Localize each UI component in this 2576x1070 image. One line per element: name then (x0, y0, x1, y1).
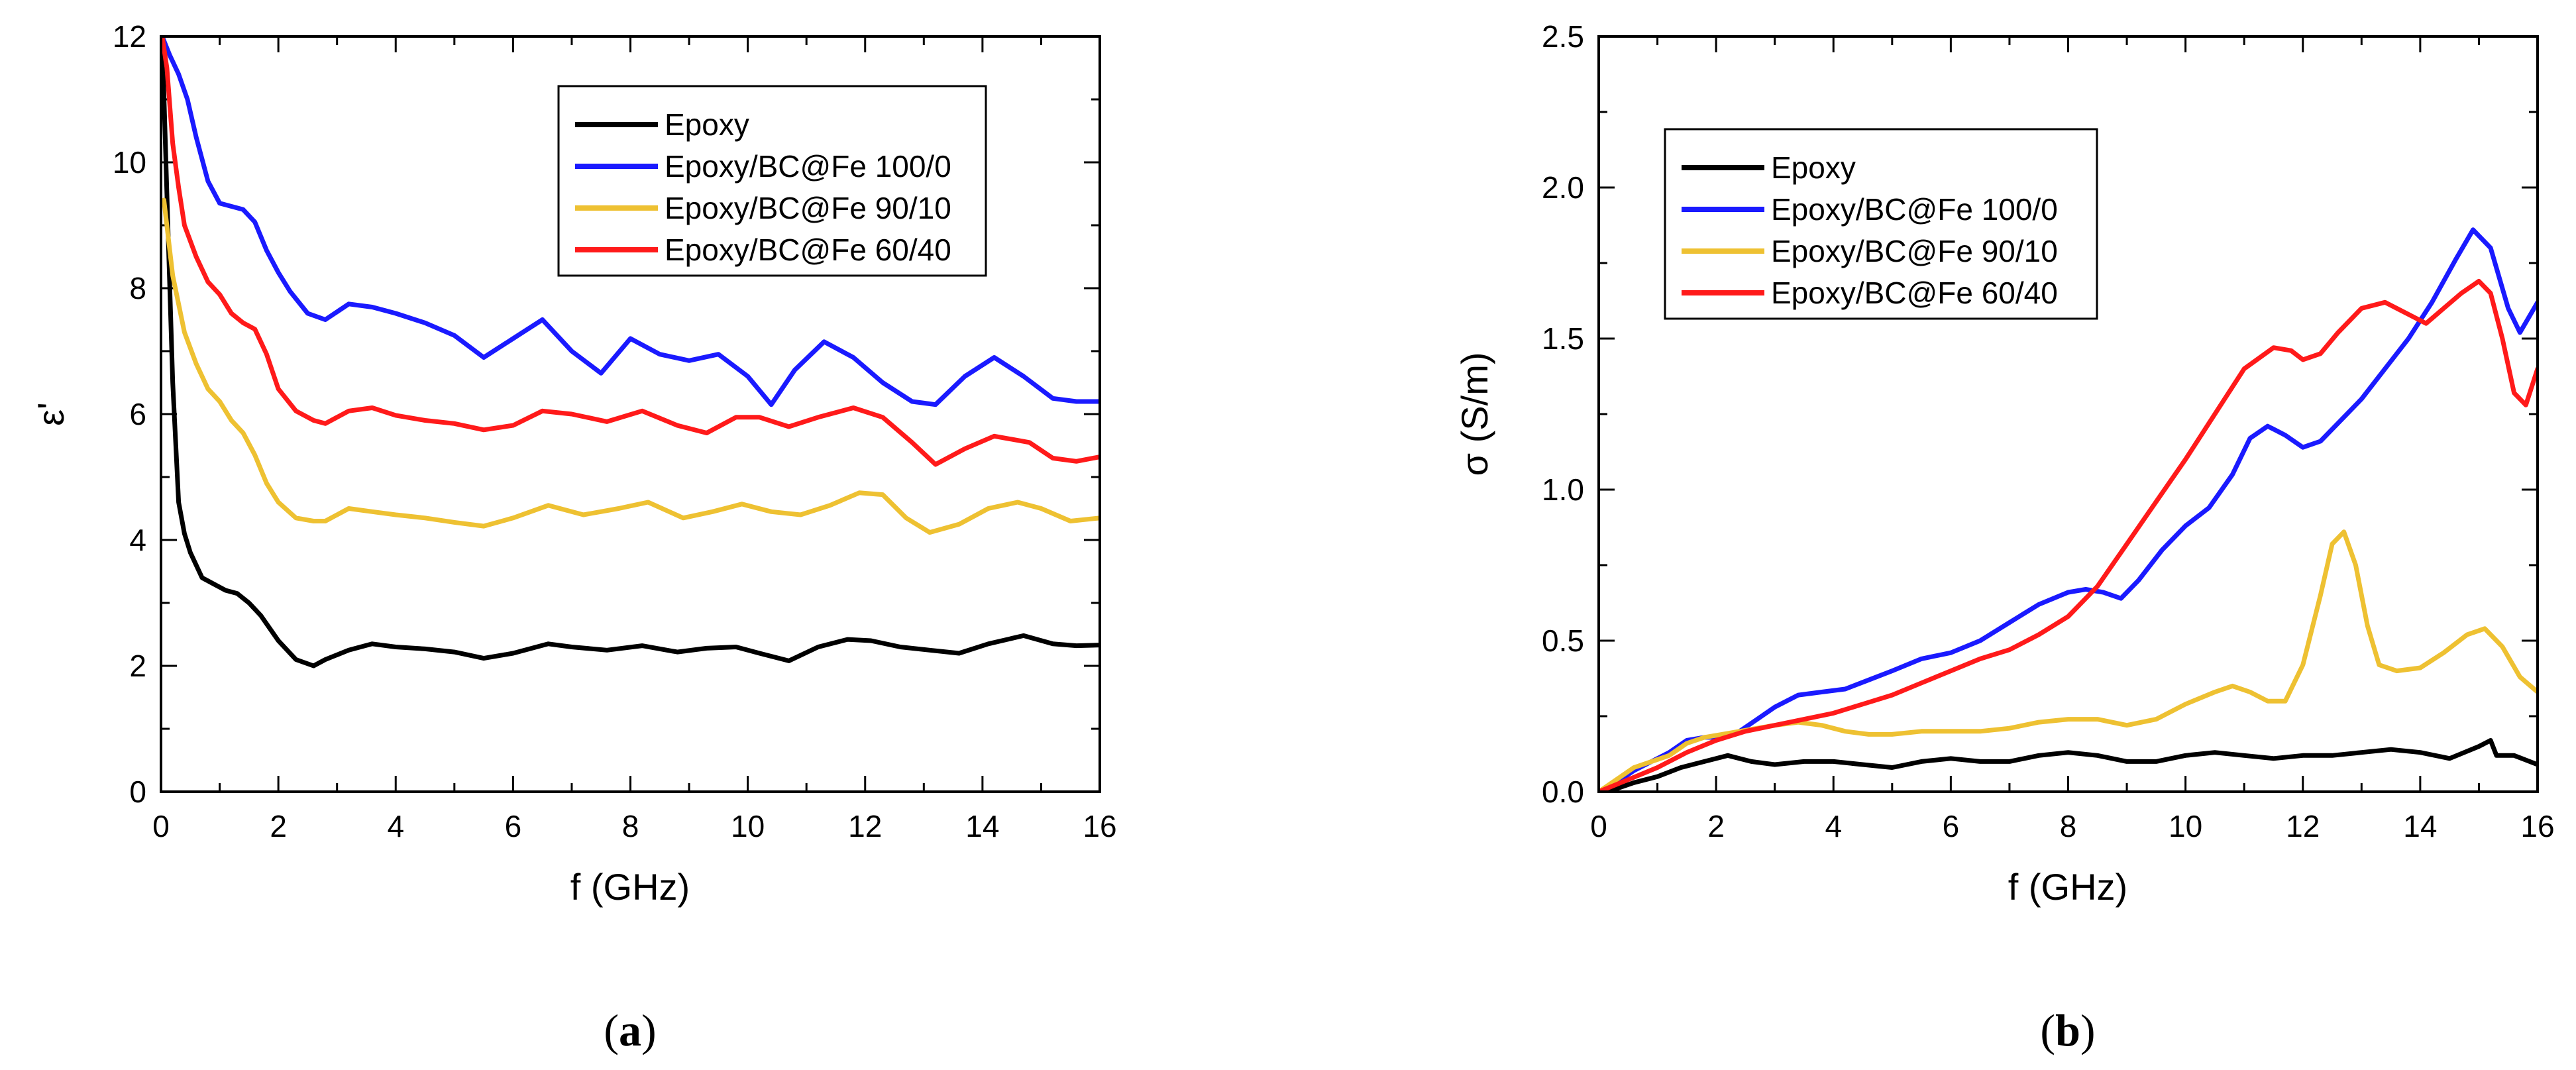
x-axis-title-a: f (GHz) (570, 866, 690, 908)
legend-label-a-3: Epoxy/BC@Fe 60/40 (665, 233, 951, 267)
x-tick-label-b: 4 (1825, 809, 1842, 843)
legend-label-b-3: Epoxy/BC@Fe 60/40 (1771, 276, 2058, 310)
y-tick-label-b: 1.0 (1542, 472, 1584, 507)
y-tick-label-a: 6 (129, 397, 146, 431)
y-axis-title-b: σ (S/m) (1454, 352, 1495, 476)
y-tick-label-b: 2.5 (1542, 19, 1584, 54)
x-tick-label-a: 16 (1083, 809, 1116, 843)
y-tick-label-a: 8 (129, 271, 146, 305)
legend-label-a-1: Epoxy/BC@Fe 100/0 (665, 149, 951, 184)
legend-label-a-0: Epoxy (665, 107, 749, 142)
x-tick-label-a: 8 (622, 809, 639, 843)
x-tick-label-a: 6 (505, 809, 522, 843)
x-tick-label-a: 12 (848, 809, 882, 843)
x-tick-label-b: 6 (1943, 809, 1960, 843)
x-tick-label-b: 2 (1707, 809, 1725, 843)
series-line-a-0 (161, 36, 1100, 669)
legend-b: Epoxy Epoxy/BC@Fe 100/0 Epoxy/BC@Fe 90/10 E… (1664, 128, 2098, 320)
series-line-a-1 (161, 36, 1100, 407)
panel-letter-a: a (619, 1005, 641, 1055)
panel-label-a: (a) (604, 1005, 656, 1055)
legend-label-b-0: Epoxy (1771, 150, 1856, 185)
panel-letter-b: b (2055, 1005, 2080, 1055)
x-tick-label-a: 0 (152, 809, 170, 843)
x-tick-label-a: 2 (270, 809, 287, 843)
y-tick-label-a: 12 (113, 19, 146, 54)
series-line-b-2 (1599, 529, 2538, 792)
legend-label-a-2: Epoxy/BC@Fe 90/10 (665, 191, 951, 225)
series-line-b-3 (1599, 278, 2538, 792)
panel-b-plot: 0 2 4 6 8 10 12 14 160.00.51.01.52.02.5 f (GHz) … (1454, 19, 2555, 908)
y-tick-label-a: 2 (129, 649, 146, 683)
y-tick-label-b: 1.5 (1542, 321, 1584, 356)
legend-label-b-2: Epoxy/BC@Fe 90/10 (1771, 234, 2058, 268)
panel-label-b: (b) (2040, 1005, 2095, 1055)
series-line-b-0 (1599, 738, 2538, 792)
x-tick-label-b: 12 (2286, 809, 2320, 843)
x-tick-label-b: 8 (2060, 809, 2077, 843)
series-line-a-3 (161, 36, 1100, 467)
y-tick-label-a: 0 (129, 775, 146, 809)
x-tick-label-a: 14 (965, 809, 999, 843)
x-tick-label-a: 10 (731, 809, 765, 843)
x-tick-label-b: 14 (2403, 809, 2437, 843)
legend-a: Epoxy Epoxy/BC@Fe 100/0 Epoxy/BC@Fe 90/10 E… (557, 85, 987, 277)
y-axis-title-a: ε' (30, 402, 72, 426)
x-tick-label-b: 0 (1590, 809, 1607, 843)
legend-label-b-1: Epoxy/BC@Fe 100/0 (1771, 192, 2058, 227)
x-tick-label-b: 10 (2169, 809, 2202, 843)
x-tick-label-b: 16 (2520, 809, 2554, 843)
series-line-a-2 (161, 197, 1100, 535)
y-tick-label-a: 10 (113, 145, 146, 180)
y-tick-label-b: 0.5 (1542, 623, 1584, 658)
x-axis-title-b: f (GHz) (2008, 866, 2127, 908)
y-tick-label-b: 0.0 (1542, 775, 1584, 809)
y-tick-label-a: 4 (129, 523, 146, 557)
y-tick-label-b: 2.0 (1542, 170, 1584, 205)
x-tick-label-a: 4 (387, 809, 404, 843)
